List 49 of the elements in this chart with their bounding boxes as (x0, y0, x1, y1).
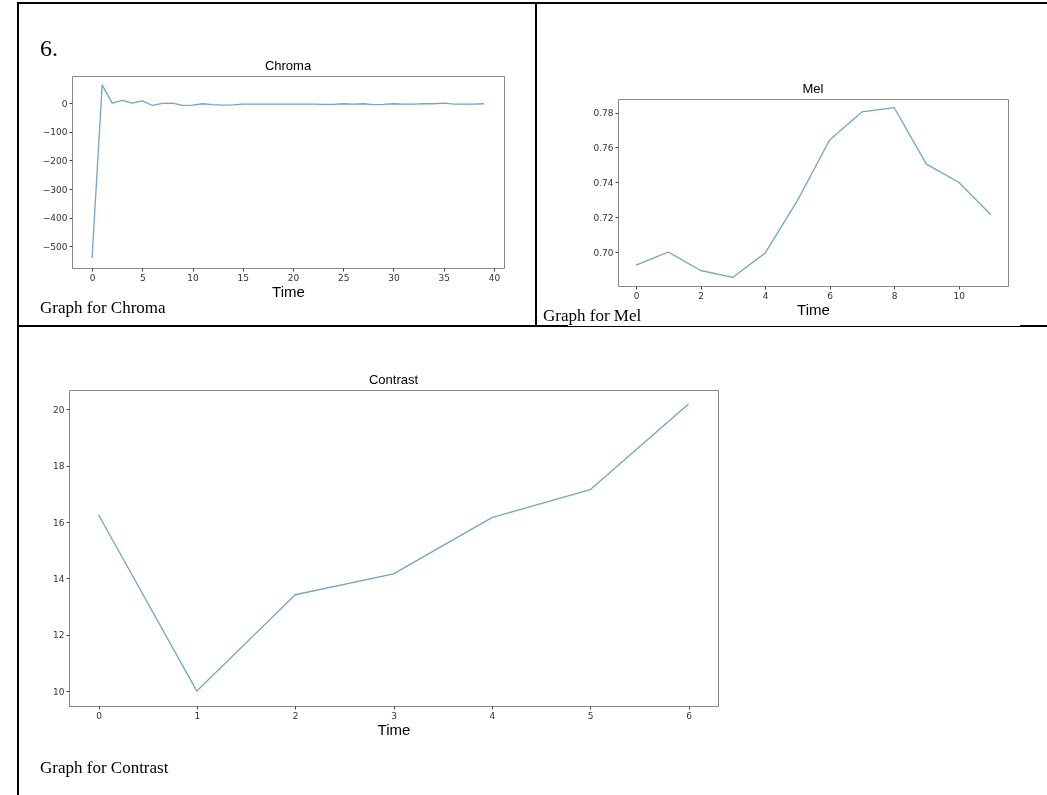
y-tick-label: 12 (53, 630, 65, 641)
y-tick-label: 0.78 (593, 108, 614, 119)
text: 6. (40, 35, 58, 62)
x-tick-label: 4 (762, 290, 769, 301)
chart-title: Mel (802, 81, 824, 96)
x-axis-title: Time (797, 300, 830, 318)
x-tick-label: 2 (698, 290, 704, 301)
x-tick-label: 6 (686, 710, 693, 721)
y-tick-label: 0.76 (593, 142, 614, 153)
y-tick-label: −100 (42, 127, 68, 138)
y-tick-label: 18 (53, 461, 65, 472)
y-tick-label: −400 (42, 213, 68, 224)
y-tick-label: 10 (53, 686, 65, 697)
x-tick-label: 35 (438, 272, 450, 283)
y-tick-label: 0.72 (593, 212, 614, 223)
y-tick-label: 16 (53, 517, 65, 528)
y-tick-label: 14 (53, 573, 65, 584)
x-tick-label: 10 (953, 290, 966, 301)
text: Graph for Mel (543, 306, 642, 326)
x-tick-label: 40 (488, 272, 501, 283)
y-tick-label: 20 (53, 404, 65, 415)
x-tick-label: 15 (237, 272, 250, 283)
x-tick-label: 20 (287, 272, 300, 283)
y-tick-label: 0.70 (593, 247, 614, 258)
x-tick-label: 25 (338, 272, 350, 283)
x-axis-title: Time (272, 282, 305, 300)
x-tick-label: 6 (827, 290, 834, 301)
x-tick-label: 2 (292, 710, 299, 721)
y-tick-label: −300 (42, 184, 68, 195)
chart-title: Contrast (368, 372, 419, 387)
x-tick-label: 0 (89, 272, 96, 283)
text: Graph for Contrast (40, 758, 169, 778)
x-tick-label: 0 (96, 710, 103, 721)
x-axis-title: Time (377, 720, 411, 738)
x-tick-label: 5 (139, 272, 146, 283)
x-tick-label: 10 (187, 272, 200, 283)
chart-title: Chroma (264, 58, 312, 73)
x-tick-label: 3 (391, 710, 397, 721)
x-tick-label: 1 (194, 710, 201, 721)
x-tick-label: 30 (388, 272, 400, 283)
x-tick-label: 4 (489, 710, 496, 721)
y-tick-label: 0 (61, 98, 68, 109)
x-tick-label: 8 (891, 290, 898, 301)
text: Graph for Chroma (40, 298, 166, 318)
x-tick-label: 0 (633, 290, 640, 301)
x-tick-label: 5 (587, 710, 594, 721)
y-tick-label: −200 (42, 155, 68, 166)
y-tick-label: −500 (42, 241, 68, 252)
y-tick-label: 0.74 (593, 177, 614, 188)
